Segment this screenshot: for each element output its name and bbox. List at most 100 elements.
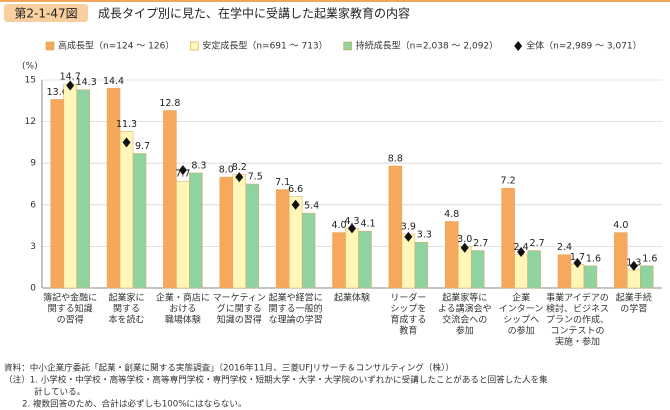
value-label: 8.8	[388, 153, 403, 164]
x-tick-label: な理論の学習	[269, 314, 323, 326]
value-label: 4.3	[344, 216, 359, 227]
x-tick-label: 起業や経営に	[269, 292, 323, 304]
value-label: 2.7	[530, 238, 545, 249]
x-tick-label: 教育	[399, 325, 417, 337]
x-tick-label: 起業手続	[616, 292, 652, 304]
legend-swatch	[190, 41, 199, 51]
bar	[76, 89, 90, 289]
note: （注）1. 小学校・中学校・高等学校・高等専門学校・専門学校・短期大学・大学・大…	[4, 374, 548, 386]
y-tick-label: 9	[30, 159, 36, 169]
x-tick-label: 事業アイデアの	[546, 292, 609, 304]
value-label: 11.3	[116, 119, 137, 130]
value-label: 14.4	[103, 76, 124, 87]
x-tick-label: 起業家等に	[442, 292, 487, 304]
x-tick-label: よる講演会や	[438, 303, 492, 315]
x-tick-label: おける	[169, 304, 196, 315]
x-tick-label: 職場体験	[165, 314, 201, 326]
y-tick-label: 12	[25, 117, 36, 127]
bar	[245, 183, 260, 289]
x-tick-label: の習得	[57, 314, 84, 326]
bar	[219, 176, 234, 289]
y-tick-label: 3	[30, 242, 36, 252]
legend-label: 安定成長型（n=691 ～ 713）	[202, 40, 327, 52]
bar	[614, 232, 628, 289]
x-tick-label: 関する知識	[48, 303, 93, 315]
x-tick-label: マーケティン	[213, 293, 266, 304]
overall-marker	[517, 246, 526, 257]
overall-marker	[404, 231, 413, 242]
legend-label: 全体（n=2,989 ～ 3,071）	[526, 40, 642, 52]
x-tick-label: 関する一般的	[269, 303, 323, 315]
bar	[163, 110, 177, 289]
value-label: 3.9	[401, 221, 416, 232]
y-tick-label: 0	[30, 284, 36, 294]
value-label: 14.3	[76, 77, 97, 88]
bar	[527, 250, 541, 289]
overall-marker	[573, 258, 582, 269]
bar	[444, 221, 459, 289]
value-label: 7.5	[248, 172, 263, 183]
chart-title: 成長タイプ別に見た、在学中に受講した起業家教育の内容	[98, 6, 410, 21]
x-tick-label: 企業	[512, 292, 530, 304]
x-tick-label: 交流会への	[442, 314, 487, 326]
bar	[640, 265, 654, 289]
bar	[232, 174, 247, 289]
note: 資料：中小企業庁委託「起業・創業に関する実態調査」（2016年11月、三菱UFJ…	[4, 362, 454, 374]
overall-marker	[348, 223, 356, 234]
x-tick-label: 企業・商店に	[156, 292, 210, 304]
value-label: 3.0	[457, 234, 472, 245]
value-label: 1.6	[642, 253, 657, 264]
figure-label-box	[4, 4, 88, 22]
bar	[627, 269, 641, 289]
value-label: 9.7	[135, 141, 150, 152]
bar	[332, 232, 346, 289]
x-tick-label: の参加	[508, 325, 535, 337]
x-tick-label: シップを	[390, 304, 426, 315]
x-tick-label: 知識の習得	[217, 314, 262, 326]
overall-marker	[122, 137, 131, 148]
x-tick-label: 参加	[456, 325, 474, 337]
value-label: 14.7	[60, 72, 81, 83]
x-tick-label: の学習	[620, 303, 647, 315]
x-tick-label: インターン	[499, 304, 544, 315]
overall-marker	[460, 242, 469, 253]
value-label: 7.2	[501, 176, 516, 187]
legend-label: 持続成長型（n=2,038 ～ 2,092）	[356, 40, 499, 52]
bar	[63, 83, 77, 289]
x-tick-label: 起業家に	[109, 292, 145, 304]
bar	[388, 165, 403, 289]
bar	[501, 187, 515, 289]
value-label: 4.0	[613, 220, 628, 231]
y-unit: (%)	[22, 62, 38, 72]
value-label: 7.1	[275, 177, 290, 188]
legend-marker	[514, 41, 523, 51]
value-label: 5.4	[304, 201, 319, 212]
x-tick-label: 簿記や金融に	[43, 292, 97, 304]
value-label: 12.8	[159, 98, 180, 109]
bar	[176, 180, 190, 289]
value-label: 4.0	[331, 220, 346, 231]
bar	[50, 99, 64, 289]
y-tick-label: 15	[25, 76, 36, 86]
x-tick-label: 実施・参加	[555, 336, 600, 348]
figure-label: 第2-1-47図	[14, 7, 77, 21]
legend-swatch	[343, 41, 352, 51]
value-label: 3.3	[417, 230, 432, 241]
value-label: 6.6	[288, 184, 303, 195]
value-label: 8.2	[232, 162, 247, 173]
x-tick-label: 起業体験	[334, 292, 370, 304]
bar	[470, 250, 485, 289]
x-tick-label: コンテストの	[550, 326, 604, 337]
x-tick-label: 関する	[113, 304, 140, 315]
x-tick-label: グに関する	[217, 303, 262, 315]
bar	[275, 189, 290, 289]
bar	[358, 230, 372, 289]
bar	[345, 228, 359, 289]
overall-marker	[178, 165, 187, 176]
x-tick-label: 本を読む	[109, 314, 145, 326]
x-tick-label: 検討、ビジネス	[546, 303, 609, 315]
bar	[414, 241, 429, 289]
x-tick-label: プランの作成、	[546, 314, 609, 326]
note: 計している。	[34, 386, 85, 398]
value-label: 4.8	[444, 209, 459, 220]
